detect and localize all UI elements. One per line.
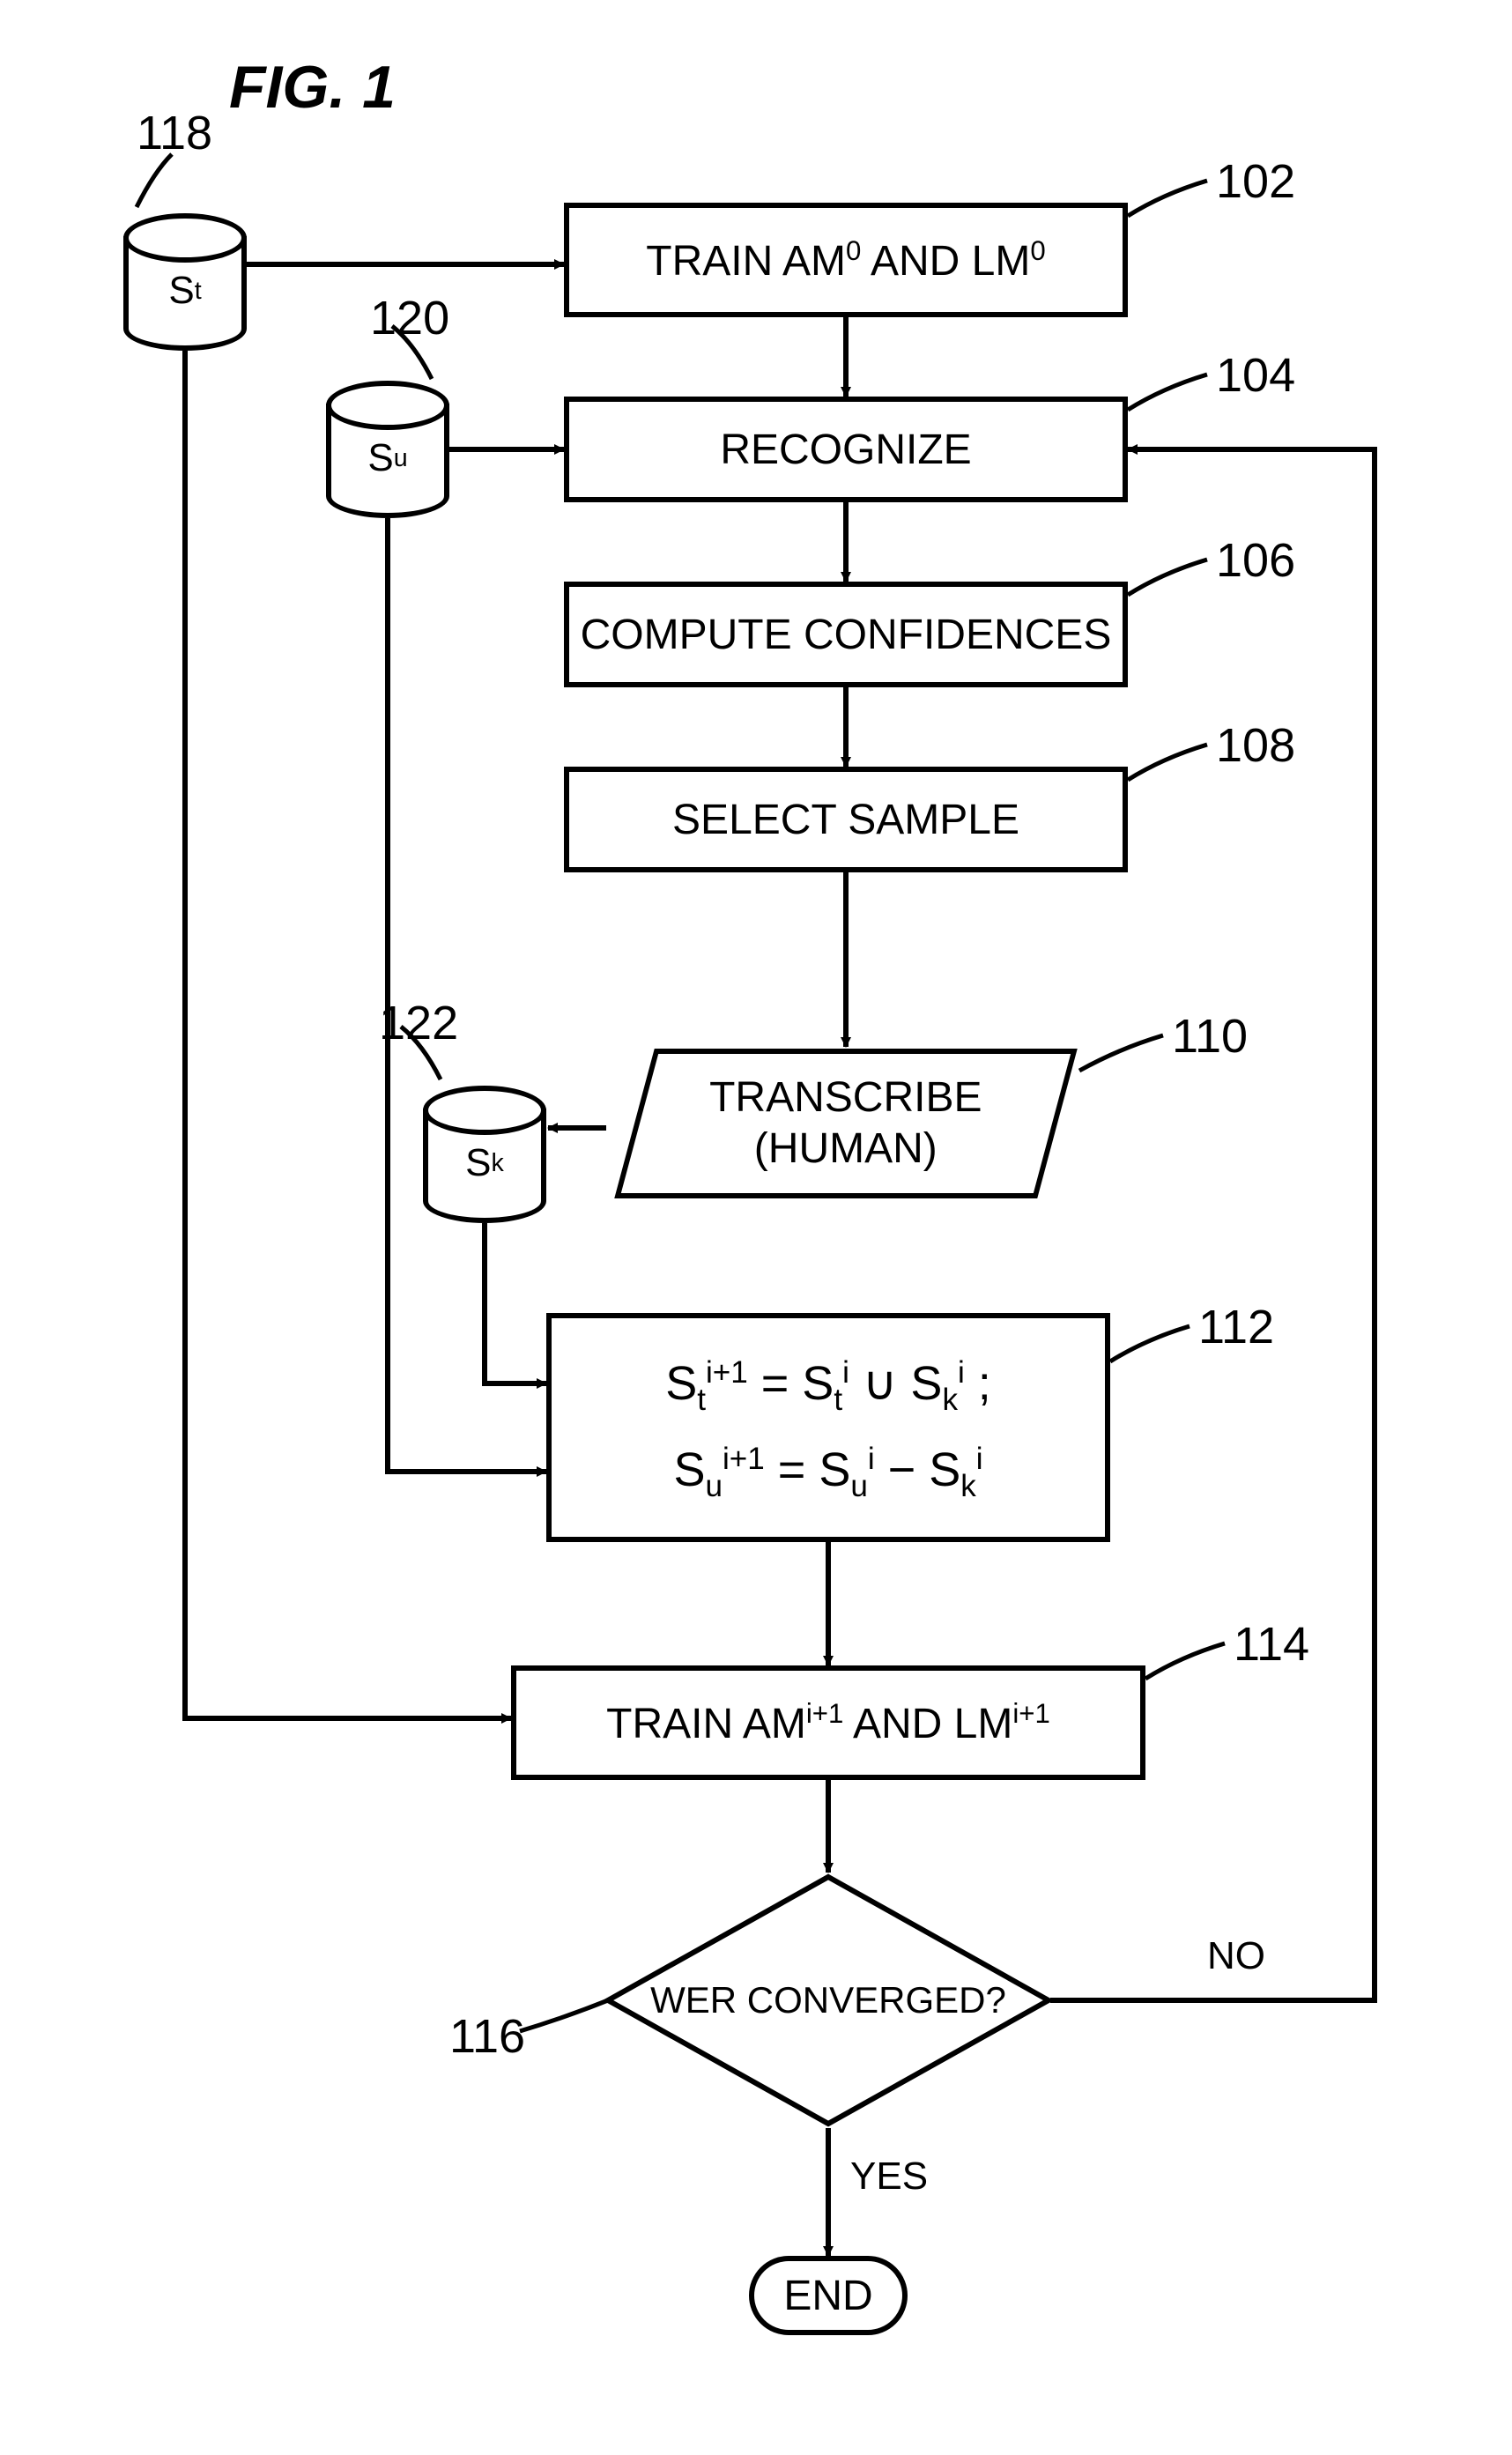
flowchart-canvas: FIG. 1 xyxy=(0,0,1512,2455)
box-train-initial: TRAIN AM0 AND LM0 xyxy=(564,203,1128,317)
box-train-iter: TRAIN AMi+1 AND LMi+1 xyxy=(511,1665,1145,1780)
figure-title: FIG. 1 xyxy=(229,53,396,122)
ref-104: 104 xyxy=(1216,348,1295,403)
box-recognize: RECOGNIZE xyxy=(564,397,1128,502)
ref-118: 118 xyxy=(137,106,212,160)
ref-102: 102 xyxy=(1216,154,1295,209)
decision-wer-converged: WER CONVERGED? xyxy=(608,1877,1049,2124)
label-yes: YES xyxy=(850,2155,928,2199)
box-set-update-formula: Sti+1 = Sti ∪ Ski ; Sui+1 = Sui − Ski xyxy=(546,1313,1110,1542)
box-compute-confidences: COMPUTE CONFIDENCES xyxy=(564,582,1128,687)
ref-114: 114 xyxy=(1234,1617,1309,1672)
terminator-end: END xyxy=(749,2256,908,2335)
label-no: NO xyxy=(1207,1934,1265,1978)
ref-106: 106 xyxy=(1216,533,1295,588)
box-transcribe-human: TRANSCRIBE(HUMAN) xyxy=(614,1049,1078,1198)
ref-112: 112 xyxy=(1198,1300,1274,1354)
ref-116: 116 xyxy=(449,2009,525,2064)
ref-110: 110 xyxy=(1172,1009,1248,1064)
box-select-sample: SELECT SAMPLE xyxy=(564,767,1128,872)
ref-122: 122 xyxy=(379,996,458,1050)
ref-108: 108 xyxy=(1216,718,1295,773)
ref-120: 120 xyxy=(370,291,449,345)
